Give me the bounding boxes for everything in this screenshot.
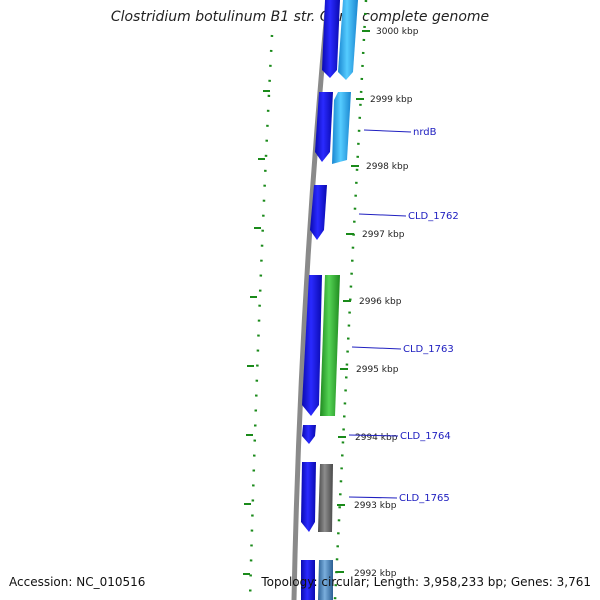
accession-text: Accession: NC_010516: [9, 575, 146, 589]
gene-feature[interactable]: [301, 560, 315, 600]
genome-backbone: [291, 0, 331, 600]
tick-label: 2995 kbp: [356, 365, 399, 375]
tick-label: 2998 kbp: [366, 162, 409, 172]
gene-feature[interactable]: [320, 275, 340, 416]
cds-reverse-track: [318, 0, 358, 600]
tick-label: 2992 kbp: [354, 569, 397, 579]
gene-label-cld-1762[interactable]: CLD_1762: [408, 211, 459, 222]
gene-label-cld-1765[interactable]: CLD_1765: [399, 493, 450, 504]
gene-feature[interactable]: [301, 462, 316, 532]
gene-feature[interactable]: [302, 425, 316, 444]
scale-labels: 3000 kbp 2999 kbp 2998 kbp 2997 kbp 2996…: [354, 27, 419, 579]
gc-content-track-inner: [248, 34, 274, 600]
scale-ticks: [336, 30, 370, 573]
gene-label-lines: [348, 129, 412, 499]
gene-feature[interactable]: [338, 0, 358, 80]
tick-label: 2996 kbp: [359, 297, 402, 307]
gene-feature[interactable]: [332, 92, 351, 164]
gene-feature[interactable]: [310, 185, 327, 240]
gene-feature[interactable]: [315, 92, 333, 162]
gc-skew-ticks: [243, 90, 270, 575]
tick-label: 2994 kbp: [355, 433, 398, 443]
topology-text: Topology: circular; Length: 3,958,233 bp…: [261, 575, 591, 589]
gene-feature[interactable]: [322, 0, 340, 78]
gene-label-nrdB[interactable]: nrdB: [413, 127, 437, 138]
tick-label: 2999 kbp: [370, 95, 413, 105]
gene-feature[interactable]: [318, 560, 333, 600]
gene-feature[interactable]: [318, 464, 333, 532]
cds-forward-track: [301, 0, 340, 600]
tick-label: 2997 kbp: [362, 230, 405, 240]
map-title: Clostridium botulinum B1 str. Okra, comp…: [110, 9, 490, 25]
gene-labels: nrdB CLD_1762 CLD_1763 CLD_1764 CLD_1765: [399, 127, 459, 504]
gene-label-cld-1764[interactable]: CLD_1764: [400, 431, 451, 442]
tick-label: 2993 kbp: [354, 501, 397, 511]
tick-label: 3000 kbp: [376, 27, 419, 37]
gene-label-cld-1763[interactable]: CLD_1763: [403, 344, 454, 355]
gene-feature[interactable]: [302, 275, 322, 416]
